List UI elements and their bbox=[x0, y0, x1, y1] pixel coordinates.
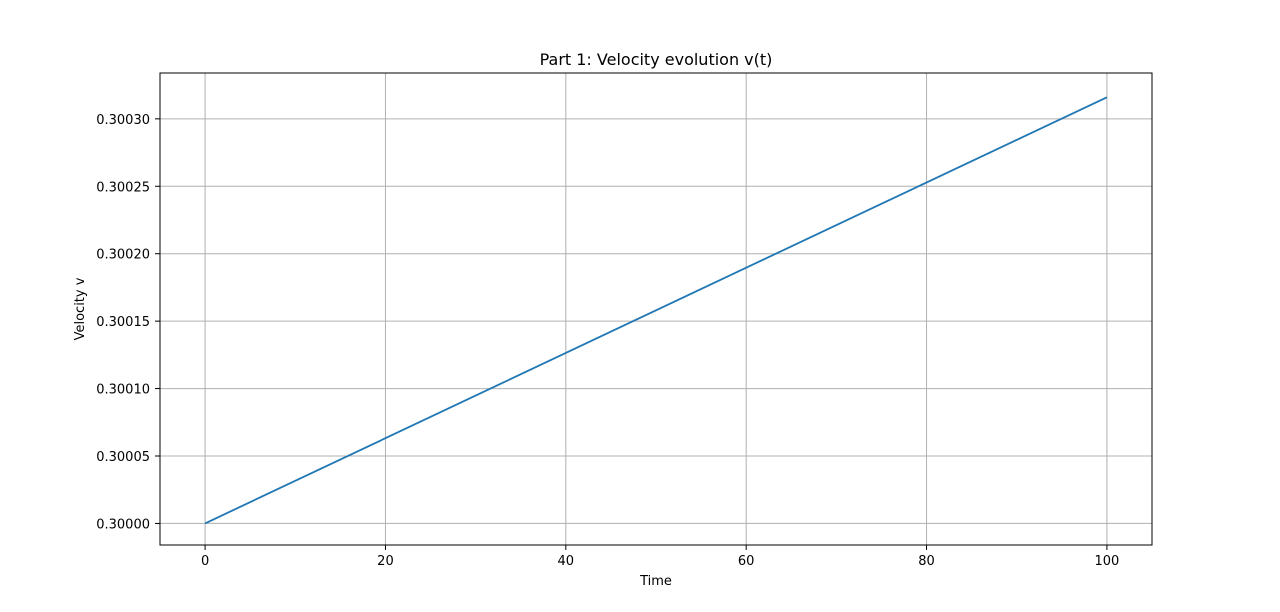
x-tick-label: 0 bbox=[201, 554, 209, 569]
x-axis-label: Time bbox=[639, 574, 672, 589]
plot-area-frame bbox=[159, 72, 1153, 546]
grid-lines bbox=[160, 73, 1152, 545]
y-tick-label: 0.30010 bbox=[96, 383, 150, 398]
y-tick-label: 0.30000 bbox=[96, 517, 150, 532]
y-tick-label: 0.30020 bbox=[96, 248, 150, 263]
y-axis-ticks: 0.30000 0.30005 0.30010 0.30015 0.30020 0.300… bbox=[96, 113, 160, 532]
x-tick-label: 40 bbox=[558, 554, 575, 569]
velocity-series-line bbox=[204, 96, 1108, 525]
y-tick-label: 0.30005 bbox=[96, 450, 150, 465]
x-tick-label: 20 bbox=[377, 554, 394, 569]
y-tick-label: 0.30015 bbox=[96, 315, 150, 330]
x-tick-label: 100 bbox=[1094, 554, 1119, 569]
y-tick-label: 0.30030 bbox=[96, 113, 150, 128]
x-tick-label: 80 bbox=[918, 554, 935, 569]
x-tick-label: 60 bbox=[738, 554, 755, 569]
chart-title: Part 1: Velocity evolution v(t) bbox=[540, 50, 773, 69]
y-tick-label: 0.30025 bbox=[96, 180, 150, 195]
x-axis-ticks: 0 20 40 60 80 100 bbox=[201, 545, 1119, 569]
y-axis-label: Velocity v bbox=[73, 277, 88, 340]
series-layer bbox=[204, 96, 1108, 525]
